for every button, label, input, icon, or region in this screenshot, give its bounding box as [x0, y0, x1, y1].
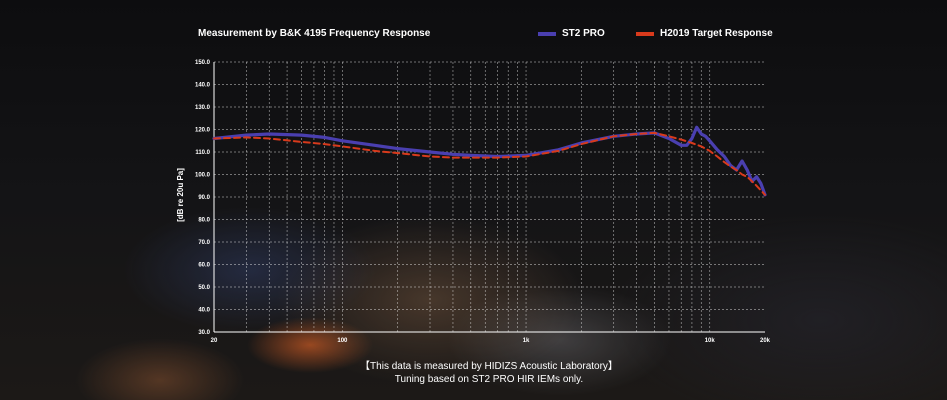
series-line-h2019-target: [213, 131, 766, 196]
footer-tuning-note: Tuning based on ST2 PRO HIR IEMs only.: [394, 374, 584, 385]
x-tick-label: 10k: [705, 338, 716, 344]
chart-grid: [214, 61, 765, 333]
y-tick-label: 110.0: [195, 150, 210, 156]
y-tick-label: 140.0: [195, 83, 211, 89]
y-tick-label: 60.0: [198, 263, 210, 269]
legend-swatch-st2-pro: [538, 31, 556, 36]
legend-label-st2-pro: ST2 PRO: [562, 28, 605, 39]
series-line-st2-pro: [212, 125, 767, 197]
y-tick-label: 120.0: [195, 128, 211, 134]
y-tick-label: 70.0: [198, 240, 210, 246]
legend-item-st2-pro: ST2 PRO: [538, 28, 605, 39]
y-tick-label: 90.0: [198, 195, 210, 201]
y-tick-label: 30.0: [198, 330, 210, 336]
chart-series: [212, 125, 767, 197]
y-tick-label: 50.0: [198, 285, 210, 291]
y-axis-label: [dB re 20u Pa]: [176, 168, 185, 222]
legend-swatch-h2019-target: [636, 31, 654, 36]
chart-title: Measurement by B&K 4195 Frequency Respon…: [198, 28, 431, 39]
footer-measurement-note: 【This data is measured by HIDIZS Acousti…: [360, 361, 618, 372]
x-tick-label: 1k: [523, 338, 530, 344]
x-tick-label: 100: [337, 338, 348, 344]
y-tick-label: 150.0: [195, 60, 211, 66]
y-tick-label: 40.0: [198, 308, 210, 314]
x-tick-label: 20: [211, 338, 218, 344]
y-tick-label: 80.0: [198, 218, 210, 224]
y-tick-label: 100.0: [195, 173, 211, 179]
legend-label-h2019-target: H2019 Target Response: [660, 28, 773, 39]
y-tick-label: 130.0: [195, 105, 211, 111]
x-tick-label: 20k: [760, 338, 771, 344]
legend-item-h2019-target: H2019 Target Response: [636, 28, 773, 39]
chart-axes: 30.0 40.0 50.0 60.0 70.0 80.0 90.0 100.0 110.0 12…: [195, 60, 771, 344]
